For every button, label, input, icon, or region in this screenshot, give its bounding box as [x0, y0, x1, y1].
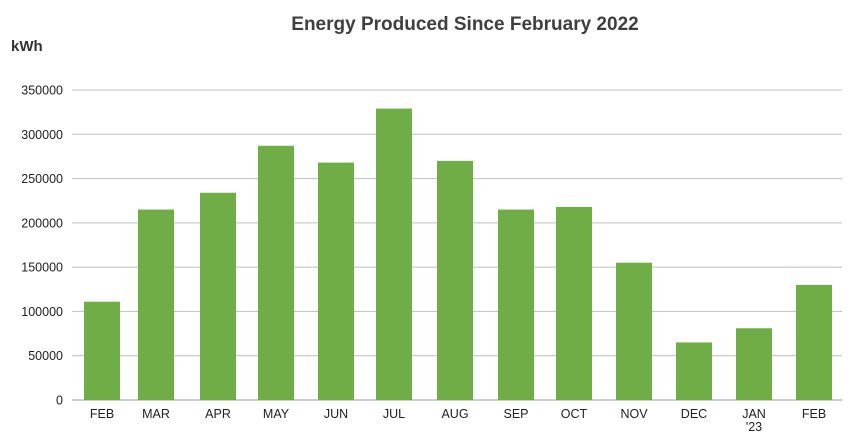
bar	[138, 209, 174, 400]
bar	[84, 301, 120, 400]
x-tick-label: SEP	[503, 407, 528, 421]
x-tick-label: MAY	[263, 407, 290, 421]
x-tick-label: JAN '23	[742, 407, 766, 434]
bar	[498, 209, 534, 400]
bar	[556, 206, 592, 400]
y-tick-label: 350000	[21, 84, 63, 98]
x-tick-label: DEC	[681, 407, 707, 421]
y-axis-label: kWh	[11, 38, 43, 55]
x-tick-label: MAR	[142, 407, 170, 421]
x-tick-labels: FEB MAR APR MAY JUN JUL AUG SEP OCT NOV DEC JAN '23 F…	[90, 407, 826, 434]
x-tick-label: FEB	[802, 407, 826, 421]
y-tick-label: 250000	[21, 172, 63, 186]
x-tick-label: NOV	[620, 407, 648, 421]
bar	[736, 328, 772, 400]
bar	[258, 145, 294, 400]
y-tick-labels: 0 50000 100000 150000 200000 250000 300000 3500…	[21, 84, 63, 408]
bar	[376, 108, 412, 400]
bars	[84, 108, 832, 400]
chart-title: Energy Produced Since February 2022	[291, 14, 638, 35]
y-tick-label: 150000	[21, 261, 63, 275]
bar	[318, 162, 354, 400]
bar	[676, 342, 712, 400]
x-tick-label: FEB	[90, 407, 114, 421]
x-tick-label: JUL	[383, 407, 405, 421]
y-tick-label: 300000	[21, 128, 63, 142]
x-tick-label: APR	[205, 407, 231, 421]
x-tick-label: OCT	[561, 407, 588, 421]
y-tick-label: 0	[56, 394, 63, 408]
x-tick-label: JUN	[324, 407, 348, 421]
bar	[437, 160, 473, 400]
bar	[616, 262, 652, 400]
y-tick-label: 200000	[21, 216, 63, 230]
x-tick-label: AUG	[441, 407, 468, 421]
y-tick-label: 50000	[28, 349, 63, 363]
bar	[200, 192, 236, 400]
bar	[796, 284, 832, 400]
y-tick-label: 100000	[21, 305, 63, 319]
